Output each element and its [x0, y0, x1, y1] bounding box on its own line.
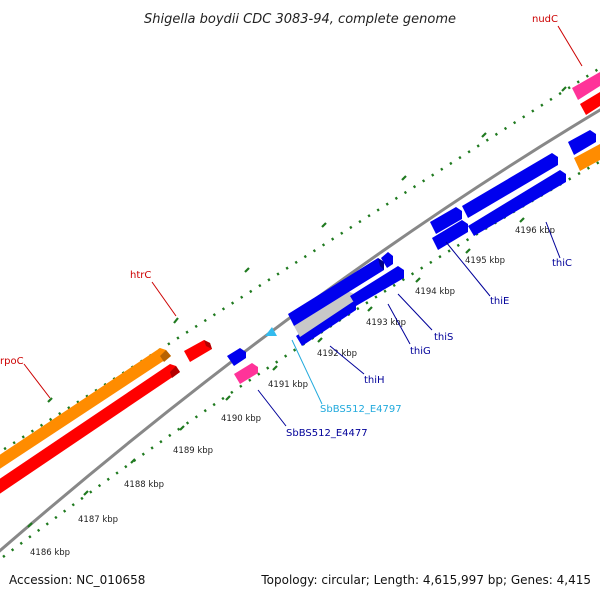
gene-rpoC[interactable]: [0, 348, 171, 472]
scale-labels: 4186 kbp 4187 kbp 4188 kbp 4189 kbp 4190…: [30, 226, 555, 558]
gene-label-thiC[interactable]: thiC: [552, 258, 572, 269]
gene-htrC[interactable]: [184, 340, 212, 362]
accession-label: Accession: NC_010658: [9, 573, 146, 587]
scale-label: 4196 kbp: [515, 226, 555, 236]
scale-label: 4195 kbp: [465, 256, 505, 266]
scale-label: 4194 kbp: [415, 287, 455, 297]
gene-thiC-2[interactable]: [468, 170, 566, 236]
gene-thiH[interactable]: [296, 300, 356, 346]
gene-label-SbBS512_E4797[interactable]: SbBS512_E4797: [320, 404, 402, 415]
gene-nudC[interactable]: [572, 72, 600, 100]
label-connectors: [23, 25, 583, 427]
gene-thiE-lower[interactable]: [350, 266, 404, 306]
gene-htrC-shade: [204, 340, 212, 349]
outer-major-ticks: [47, 86, 567, 403]
gene-rpoB-shade: [170, 366, 180, 378]
gene-rpoB[interactable]: [0, 364, 180, 497]
gene-thiG-shade: [378, 258, 384, 270]
genome-summary: Topology: circular; Length: 4,615,997 bp…: [261, 573, 591, 587]
gene-small-blue[interactable]: [227, 348, 246, 366]
gene-SbBS512_E4797[interactable]: [265, 327, 277, 336]
gene-labels: nudC htrC rpoC thiC thiE thiS thiG thiH …: [0, 14, 572, 439]
gene-top-right-orange[interactable]: [574, 144, 600, 171]
gene-top-right-blue[interactable]: [568, 130, 596, 155]
outer-tick-ring: [0, 66, 600, 454]
gene-label-thiE[interactable]: thiE: [490, 296, 509, 307]
gene-thiS[interactable]: [381, 252, 393, 268]
gene-thiE[interactable]: [432, 220, 468, 250]
map-title: Shigella boydii CDC 3083-94, complete ge…: [144, 12, 456, 27]
inner-major-ticks: [27, 217, 525, 528]
gene-label-thiS[interactable]: thiS: [434, 332, 453, 343]
scale-label: 4191 kbp: [268, 380, 308, 390]
scale-label: 4189 kbp: [173, 446, 213, 456]
gene-label-thiG[interactable]: thiG: [410, 346, 431, 357]
gene-label-SbBS512_E4477[interactable]: SbBS512_E4477: [286, 428, 368, 439]
forward-strand-genes: [227, 130, 600, 384]
scale-label: 4186 kbp: [30, 548, 70, 558]
scale-label: 4188 kbp: [124, 480, 164, 490]
gene-label-htrC[interactable]: htrC: [130, 270, 151, 281]
gene-label-rpoC[interactable]: rpoC: [0, 356, 24, 367]
gene-thiG[interactable]: [288, 258, 384, 326]
gene-gray[interactable]: [294, 291, 354, 337]
gene-thiC[interactable]: [462, 153, 558, 218]
gene-rpoC-shade: [160, 350, 171, 362]
gene-SbBS512_E4477[interactable]: [234, 363, 258, 384]
gene-label-thiH[interactable]: thiH: [364, 375, 385, 386]
scale-label: 4193 kbp: [366, 318, 406, 328]
reverse-strand-genes: [0, 72, 600, 497]
gene-label-nudC[interactable]: nudC: [532, 14, 558, 25]
scale-label: 4187 kbp: [78, 515, 118, 525]
scale-label: 4190 kbp: [221, 414, 261, 424]
gene-nudC-2[interactable]: [580, 92, 600, 115]
gene-thiE-2[interactable]: [430, 207, 462, 234]
scale-label: 4192 kbp: [317, 349, 357, 359]
inner-tick-ring: [2, 160, 600, 558]
